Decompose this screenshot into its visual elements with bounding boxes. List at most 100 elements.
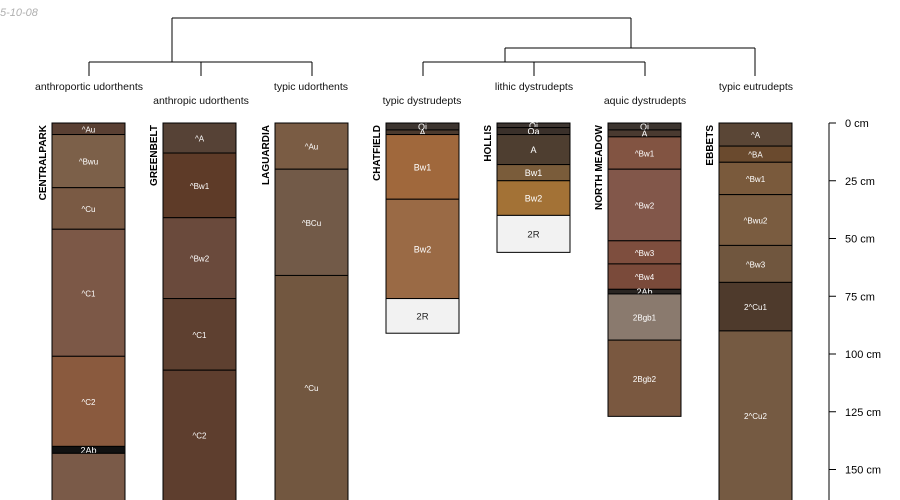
dendrogram	[88, 17, 756, 76]
horizon-label: 2R	[416, 311, 428, 322]
horizon-label: ^Au	[82, 125, 96, 134]
date-watermark: 5-10-08	[0, 7, 38, 19]
horizon-block	[51, 134, 126, 189]
axis-tick-label: 75 cm	[845, 291, 875, 303]
horizon-label: 2Bgb1	[633, 314, 657, 323]
horizon-block	[274, 274, 349, 500]
horizon-block	[51, 355, 126, 447]
horizon-label: Bw1	[414, 162, 432, 172]
horizon-block	[162, 298, 237, 371]
horizon-label: ^C2	[193, 432, 208, 441]
horizon-label: Oa	[527, 127, 539, 137]
depth-axis: 0 cm 25 cm 50 cm 75 cm 100 cm 125 cm 150 cm	[828, 118, 881, 500]
horizon-label: 2^Cu1	[744, 303, 767, 312]
horizon-label: ^Bw4	[635, 273, 655, 282]
horizon-label: ^Bwu	[79, 158, 98, 167]
horizon-label: ^Cu	[82, 205, 96, 214]
horizon-block	[496, 134, 571, 166]
horizon-block	[385, 198, 460, 300]
horizon-label: ^Bw1	[746, 175, 766, 184]
profile-name: HOLLIS	[483, 125, 494, 162]
horizon-block	[51, 228, 126, 357]
horizon-label: A	[530, 145, 536, 155]
axis-tick-label: 25 cm	[845, 176, 875, 188]
taxonomy-label: anthroportic udorthents	[35, 81, 143, 93]
horizon-label: 2Ab	[80, 445, 96, 455]
horizon-label: ^C1	[193, 331, 208, 340]
horizon-label: ^A	[195, 135, 205, 144]
horizon-block	[162, 122, 237, 154]
horizon-label: A	[419, 128, 425, 138]
horizon-label: 2Bgb2	[633, 375, 657, 384]
horizon-label: ^C2	[82, 398, 97, 407]
horizon-block	[274, 122, 349, 170]
horizon-label: ^Bw1	[190, 182, 210, 191]
axis-tick-label: 125 cm	[845, 407, 881, 419]
profile-name: GREENBELT	[149, 125, 160, 186]
horizon-block	[607, 136, 682, 170]
horizon-label: ^Bw3	[746, 260, 766, 269]
axis-tick-label: 150 cm	[845, 465, 881, 477]
horizon-label: Bw1	[525, 168, 543, 178]
horizon-block	[607, 263, 682, 290]
horizon-block	[607, 293, 682, 341]
soil-profile: CENTRALPARK ^Au ^Bwu ^Cu ^C1 ^C2 2Ab	[38, 122, 126, 500]
axis-tick-label: 0 cm	[845, 118, 869, 130]
horizon-block	[607, 168, 682, 242]
horizon-label: A	[641, 129, 647, 139]
horizon-label: ^Bw2	[635, 202, 655, 211]
taxonomy-label: typic dystrudepts	[383, 95, 462, 107]
horizon-label: ^C1	[82, 289, 97, 298]
taxonomy-label: typic udorthents	[274, 81, 348, 93]
profile-name: CENTRALPARK	[38, 124, 49, 200]
horizon-label: 2Ab	[636, 287, 652, 297]
horizon-label: ^A	[751, 131, 761, 140]
horizon-label: ^Bw3	[635, 249, 655, 258]
horizon-label: Oi	[418, 122, 427, 132]
horizon-block	[718, 281, 793, 332]
horizon-block	[496, 214, 571, 253]
horizon-label: ^BA	[748, 151, 763, 160]
horizon-label: ^Au	[305, 143, 319, 152]
horizon-label: ^Bw1	[635, 150, 655, 159]
horizon-label: Oi	[640, 122, 649, 132]
profile-name: NORTH MEADOW	[594, 124, 605, 210]
horizon-block	[274, 168, 349, 276]
axis-tick-label: 50 cm	[845, 234, 875, 246]
horizon-block	[162, 152, 237, 219]
horizon-label: Oi	[529, 121, 538, 131]
horizon-label: ^Bwu2	[744, 217, 768, 226]
taxonomy-label: lithic dystrudepts	[495, 81, 573, 93]
horizon-block	[51, 187, 126, 230]
horizon-label: Bw2	[525, 194, 543, 204]
horizon-label: ^Bw2	[190, 255, 210, 264]
taxonomy-label: anthropic udorthents	[153, 95, 249, 107]
profile-name: LAGUARDIA	[261, 125, 272, 185]
taxonomy-label: aquic dystrudepts	[604, 95, 686, 107]
horizon-block	[385, 298, 460, 334]
horizon-block	[162, 369, 237, 500]
profile-name: EBBETS	[705, 125, 716, 166]
horizon-label: ^BCu	[302, 219, 321, 228]
soil-profile: GREENBELT ^A ^Bw1 ^Bw2 ^C1 ^C2	[149, 122, 237, 500]
soil-profile: LAGUARDIA ^Au ^BCu ^Cu	[261, 122, 349, 500]
soil-profile: EBBETS ^A ^BA ^Bw1 ^Bwu2 ^Bw3 2^Cu1 2^Cu2	[705, 122, 793, 500]
horizon-label: Bw2	[414, 244, 432, 254]
horizon-block	[718, 330, 793, 500]
horizon-label: ^Cu	[305, 384, 319, 393]
horizon-block	[385, 134, 460, 200]
horizon-block	[718, 194, 793, 246]
horizon-label: 2R	[527, 229, 539, 240]
horizon-block	[607, 339, 682, 417]
horizon-label: 2^Cu2	[744, 412, 767, 421]
axis-tick-label: 100 cm	[845, 349, 881, 361]
soil-profile: NORTH MEADOW OiA ^Bw1 ^Bw2 ^Bw3 ^Bw4 2Ab 2Bgb1 2…	[594, 122, 682, 417]
soil-profile: CHATFIELD OiA Bw1 Bw2 2R	[372, 122, 460, 334]
horizon-block	[51, 452, 126, 500]
horizon-block	[496, 180, 571, 216]
profile-name: CHATFIELD	[372, 125, 383, 181]
taxonomy-label: typic eutrudepts	[719, 81, 793, 93]
